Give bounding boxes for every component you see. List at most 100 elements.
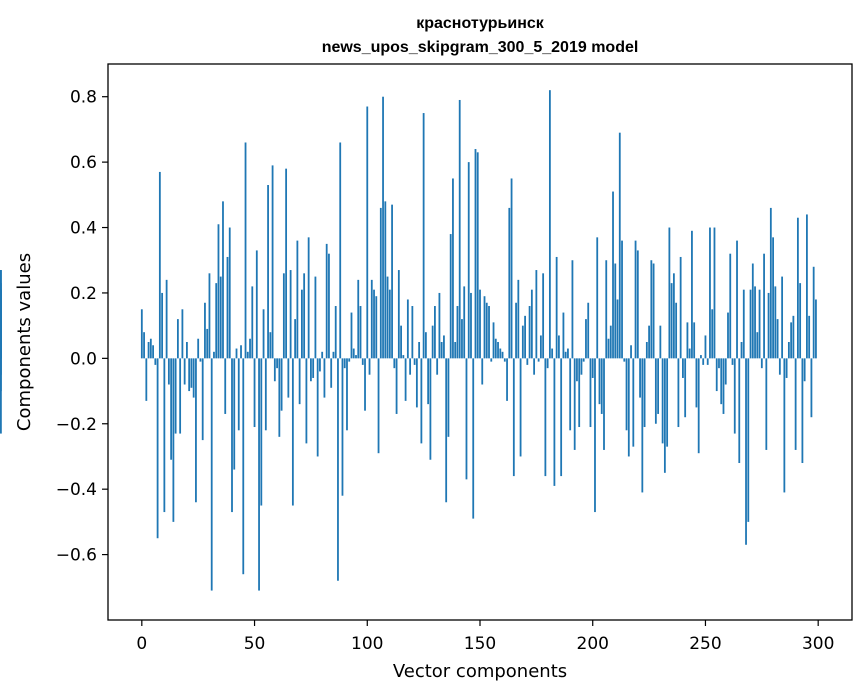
bar (693, 322, 696, 359)
bar (494, 338, 497, 359)
x-axis-ticks: 0 50 100 150 200 250 300 (136, 620, 834, 654)
bar (650, 260, 653, 359)
bar (418, 342, 421, 359)
bar (533, 358, 536, 375)
bar (470, 292, 472, 359)
bar (287, 358, 290, 398)
bar (684, 358, 687, 418)
bar (740, 342, 743, 359)
bar (506, 358, 508, 401)
bar (303, 273, 306, 359)
bar (170, 358, 173, 460)
bar (411, 306, 414, 359)
bar (415, 358, 418, 408)
bar (226, 256, 229, 359)
bar (555, 256, 558, 359)
bar (704, 335, 707, 359)
bar (237, 358, 240, 431)
bar (400, 325, 402, 359)
bar (289, 270, 292, 359)
bar (278, 358, 281, 437)
bar (769, 207, 772, 359)
bar (152, 345, 154, 359)
bar (745, 358, 747, 545)
bar (751, 263, 754, 359)
bar (645, 342, 648, 359)
bar (422, 113, 425, 359)
bar (742, 289, 745, 359)
bar (756, 332, 759, 359)
bar (445, 358, 448, 503)
x-tick-label: 250 (689, 634, 721, 654)
bar (539, 335, 542, 359)
bar (652, 263, 655, 359)
bar (285, 168, 288, 359)
bar (172, 358, 175, 522)
bar (691, 230, 693, 359)
bar (280, 358, 283, 411)
bar (188, 358, 191, 392)
bar (296, 240, 299, 359)
bar (231, 358, 233, 513)
bar (524, 315, 526, 359)
bar (772, 237, 774, 359)
bar (373, 289, 375, 359)
bar (576, 358, 578, 382)
bar (409, 358, 412, 375)
bar (370, 279, 373, 359)
bar (670, 283, 673, 359)
bar (623, 358, 626, 362)
bar (713, 227, 716, 359)
bar (794, 358, 797, 450)
bar (0, 358, 2, 434)
bar (346, 358, 348, 431)
bar (467, 162, 470, 359)
bar (578, 358, 581, 428)
bar (251, 286, 254, 359)
bar (461, 319, 463, 359)
bar (348, 358, 351, 362)
bar (706, 358, 709, 365)
y-axis-ticks: −0.6 −0.4 −0.2 0.0 0.2 0.4 0.6 0.8 (56, 88, 108, 566)
bar (186, 342, 188, 359)
bar (452, 178, 454, 359)
bar (582, 358, 585, 362)
bar (364, 358, 366, 411)
bar (382, 96, 384, 359)
bar (0, 358, 2, 392)
bars-group (0, 90, 817, 591)
bar (634, 240, 637, 359)
bar (790, 322, 793, 359)
bar (641, 358, 644, 493)
bar (501, 351, 504, 359)
bar (510, 178, 513, 359)
bar (208, 273, 211, 359)
bar (535, 270, 538, 359)
bar (666, 358, 669, 447)
bar (544, 358, 547, 477)
bar (612, 191, 614, 359)
bar (632, 358, 635, 447)
bar (156, 358, 159, 539)
bar (605, 260, 608, 359)
bar (521, 325, 524, 359)
x-tick-label: 0 (136, 634, 147, 654)
bar (375, 296, 378, 359)
bar (715, 358, 718, 392)
bar (697, 358, 700, 454)
bar (332, 351, 335, 359)
bar (334, 306, 337, 359)
bar (695, 358, 698, 408)
bar (337, 358, 339, 581)
bar (702, 358, 705, 365)
bar (167, 358, 170, 385)
bar (183, 358, 186, 385)
bar (727, 312, 729, 359)
x-tick-label: 50 (244, 634, 266, 654)
bar (553, 358, 556, 486)
bar (571, 260, 574, 359)
bar (663, 358, 666, 473)
bar (271, 165, 274, 359)
bar (668, 227, 671, 359)
y-tick-label: 0.2 (70, 284, 97, 304)
